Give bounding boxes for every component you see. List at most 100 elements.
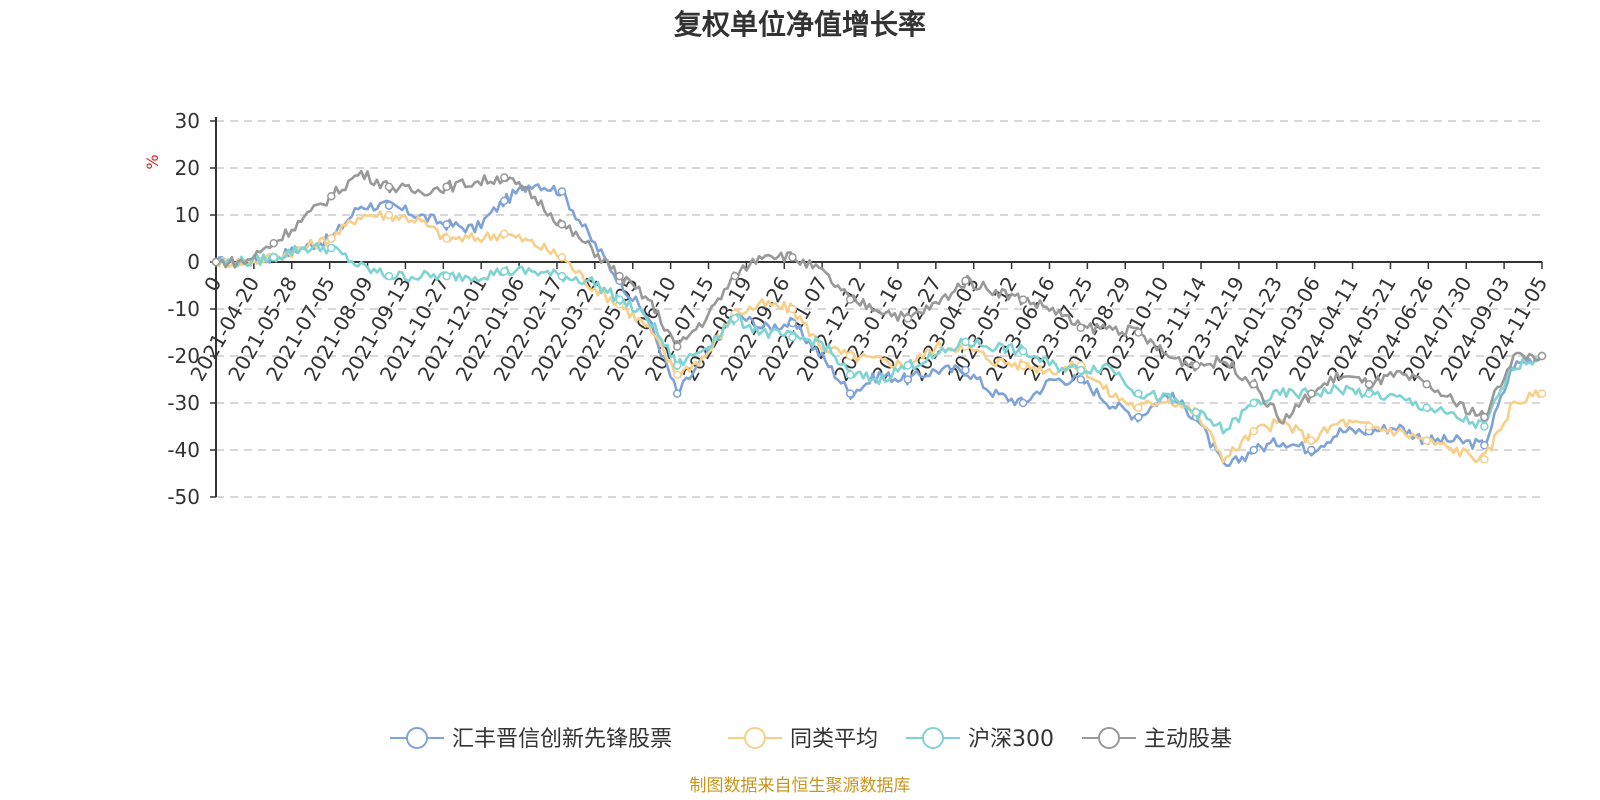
- legend-marker: [744, 727, 766, 749]
- series-point: [961, 365, 970, 375]
- series-point: [961, 276, 970, 286]
- series-point: [557, 253, 567, 262]
- series-point: [269, 253, 278, 262]
- y-tick-label: 20: [175, 156, 200, 180]
- series-point: [1480, 422, 1489, 431]
- series-point: [845, 351, 855, 361]
- series-point: [903, 314, 913, 323]
- y-tick-label: -30: [167, 391, 200, 415]
- series-point: [1076, 323, 1086, 333]
- legend-marker: [406, 727, 428, 749]
- series-point: [1249, 426, 1258, 436]
- series-point: [500, 173, 509, 182]
- series-line: [215, 242, 1544, 435]
- series-point: [788, 332, 797, 342]
- x-tick-label: 0: [199, 273, 226, 296]
- series-line: [214, 183, 1543, 467]
- legend-label: 同类平均: [790, 727, 878, 752]
- series-point: [442, 271, 451, 281]
- series-point: [557, 220, 567, 229]
- series-point: [1364, 389, 1374, 398]
- series-point: [1134, 412, 1143, 422]
- series-point: [327, 191, 336, 201]
- series-point: [1249, 398, 1258, 408]
- legend-label: 主动股基: [1144, 727, 1232, 752]
- series-point: [1076, 375, 1086, 384]
- series-line: [214, 210, 1543, 464]
- series-point: [788, 304, 797, 314]
- series-point: [384, 182, 394, 192]
- series-line: [215, 169, 1543, 425]
- series-point: [1307, 445, 1316, 455]
- series-point: [672, 361, 682, 370]
- series-point: [500, 196, 509, 206]
- axes: 3020100-10-20-30-40-5002021-04-202021-05…: [167, 109, 1552, 509]
- series-point: [672, 389, 682, 398]
- legend-item[interactable]: 同类平均: [728, 727, 878, 752]
- series-point: [903, 375, 913, 384]
- series-point: [1307, 436, 1316, 445]
- series-point: [615, 271, 624, 281]
- series-point: [615, 295, 624, 304]
- series-point: [1018, 347, 1028, 356]
- legend[interactable]: 汇丰晋信创新先锋股票 同类平均 沪深300 主动股基: [390, 727, 1232, 752]
- series-point: [327, 243, 336, 253]
- series-point: [1134, 403, 1143, 412]
- y-tick-label: -50: [167, 485, 200, 509]
- series-point: [788, 253, 797, 262]
- y-tick-label: -40: [167, 438, 200, 462]
- series-point: [1018, 361, 1028, 370]
- series-lines: [211, 169, 1547, 467]
- y-axis-unit: %: [143, 154, 162, 169]
- series-point: [1076, 365, 1086, 375]
- series-point: [1422, 379, 1431, 389]
- series-point: [1249, 379, 1258, 389]
- series-point: [1422, 436, 1431, 445]
- series-point: [442, 220, 451, 229]
- legend-item[interactable]: 主动股基: [1082, 727, 1232, 752]
- series-point: [1134, 389, 1143, 398]
- series-point: [1480, 455, 1489, 464]
- series-point: [730, 314, 740, 323]
- series-point: [1422, 403, 1431, 412]
- chart-title: 复权单位净值增长率: [674, 8, 926, 41]
- series-point: [845, 389, 855, 398]
- y-tick-label: -20: [167, 344, 200, 368]
- y-tick-label: 30: [175, 109, 200, 133]
- series-point: [384, 201, 394, 210]
- series-point: [1018, 295, 1028, 304]
- series-point: [1307, 389, 1316, 398]
- series-point: [442, 182, 451, 192]
- series-point: [1249, 445, 1258, 455]
- series-point: [500, 229, 509, 239]
- legend-marker: [1098, 727, 1120, 749]
- y-tick-label: -10: [167, 297, 200, 321]
- y-tick-label: 10: [175, 203, 200, 227]
- source-note: 制图数据来自恒生聚源数据库: [690, 776, 911, 796]
- series-point: [1364, 379, 1374, 389]
- legend-label: 沪深300: [968, 727, 1054, 752]
- series-point: [384, 210, 394, 220]
- series-point: [211, 257, 221, 267]
- series-point: [557, 187, 567, 196]
- series-point: [1537, 351, 1547, 361]
- series-point: [1191, 408, 1201, 417]
- series-point: [903, 361, 913, 370]
- series-point: [1364, 422, 1374, 431]
- legend-item[interactable]: 汇丰晋信创新先锋股票: [390, 727, 672, 752]
- series-point: [1018, 398, 1028, 408]
- legend-item[interactable]: 沪深300: [906, 727, 1054, 752]
- series-point: [269, 238, 278, 248]
- series-point: [557, 271, 567, 281]
- series-point: [672, 370, 682, 380]
- series-point: [1191, 361, 1201, 370]
- legend-marker: [922, 727, 944, 749]
- series-point: [327, 234, 336, 243]
- series-point: [730, 271, 740, 281]
- series-point: [1480, 412, 1489, 422]
- legend-label: 汇丰晋信创新先锋股票: [452, 727, 672, 752]
- series-point: [845, 295, 855, 304]
- series-point: [442, 234, 451, 243]
- series-point: [500, 267, 509, 276]
- series-point: [961, 337, 970, 347]
